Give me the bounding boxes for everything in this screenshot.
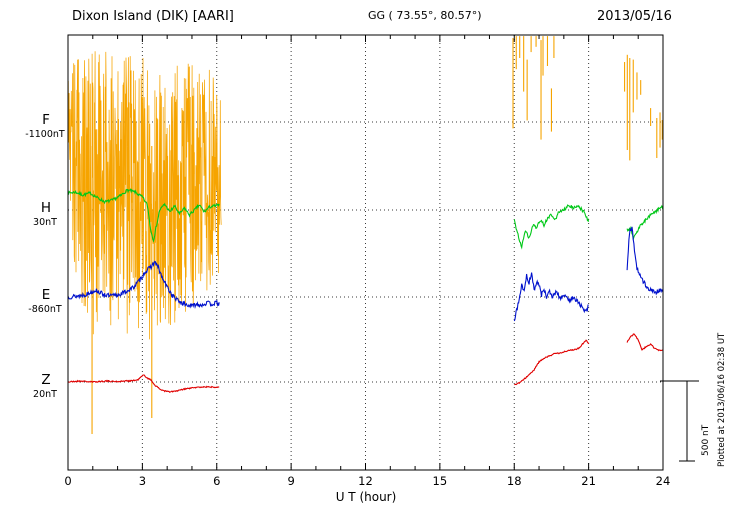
x-tick-label: 0 [64, 474, 71, 488]
geo-coords: GG ( 73.55°, 80.57°) [368, 9, 482, 22]
component-baseline-label-Z: 20nT [33, 389, 57, 400]
x-tick-label: 21 [581, 474, 596, 488]
component-label-F: F [42, 112, 50, 128]
component-label-Z: Z [41, 372, 50, 388]
component-baseline-label-F: -1100nT [25, 129, 65, 140]
trace-F [68, 51, 222, 340]
scale-bar-label: 500 nT [701, 424, 711, 456]
trace-E [513, 272, 589, 322]
trace-E [68, 260, 220, 310]
trace-H [513, 204, 590, 250]
trace-H [68, 188, 220, 243]
x-axis-label: U T (hour) [336, 490, 397, 504]
traces [68, 36, 663, 434]
x-tick-label: 12 [358, 474, 373, 488]
trace-Z [68, 374, 220, 393]
component-label-E: E [42, 287, 51, 303]
x-tick-label: 24 [656, 474, 671, 488]
trace-Z [514, 339, 590, 386]
component-baseline-label-H: 30nT [33, 217, 57, 228]
x-tick-label: 18 [507, 474, 522, 488]
component-label-H: H [41, 200, 51, 216]
x-tick-label: 6 [213, 474, 220, 488]
plot-date: 2013/05/16 [597, 9, 672, 24]
x-tick-labels: 0 3 6 9 12 15 18 21 24 [64, 474, 670, 488]
trace-E [626, 226, 663, 296]
trace-Z [626, 333, 663, 352]
x-tick-label: 9 [287, 474, 294, 488]
x-tick-label: 3 [139, 474, 146, 488]
plotted-at-note: Plotted at 2013/06/16 02:38 UT [717, 332, 727, 467]
component-baseline-label-E: -860nT [28, 304, 62, 315]
x-tick-label: 15 [433, 474, 448, 488]
scale-bar [660, 380, 699, 462]
station-title: Dixon Island (DIK) [AARI] [72, 9, 234, 24]
axis-ticks [67, 35, 664, 470]
